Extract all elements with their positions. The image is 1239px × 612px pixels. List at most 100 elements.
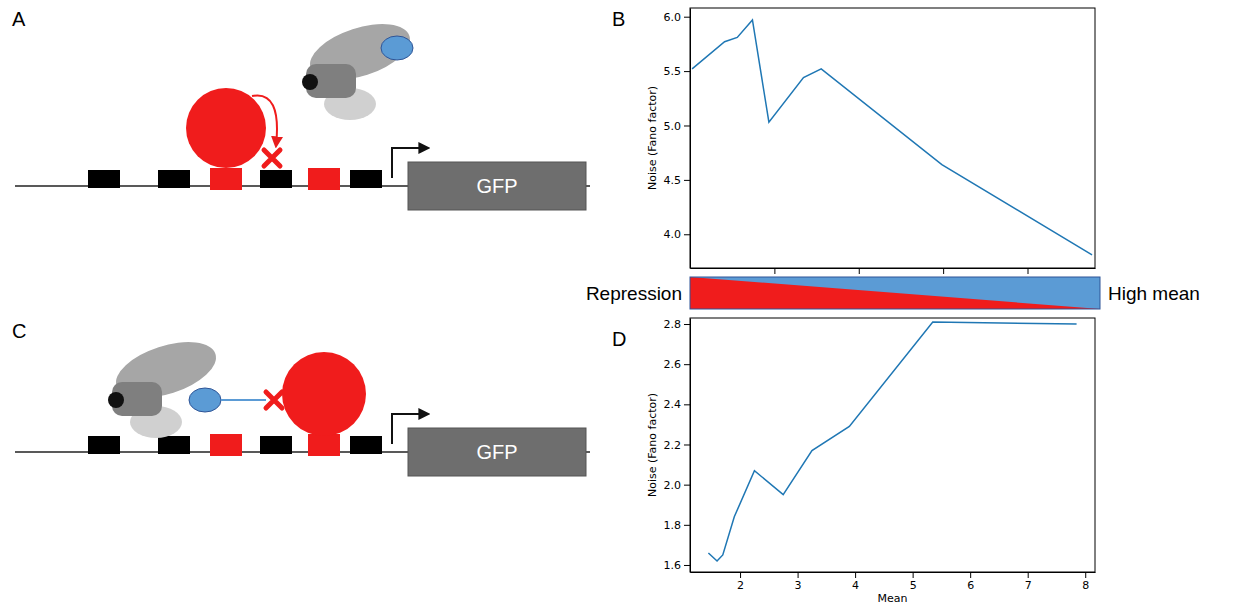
interaction-line <box>221 399 266 401</box>
gene-box <box>408 428 586 476</box>
repression-arrow <box>252 95 277 146</box>
y-tick-label: 2.8 <box>664 318 682 331</box>
y-tick-label: 5.5 <box>664 65 682 78</box>
y-tick: 2.2 <box>664 439 691 452</box>
y-axis: 1.6 1.8 2.0 2.2 2.4 2.6 2.8 <box>664 318 691 572</box>
gradient-bar <box>690 277 1100 309</box>
binding-site <box>88 436 120 454</box>
binding-site <box>350 170 382 188</box>
y-tick: 1.8 <box>664 519 691 532</box>
y-tick-mark <box>684 180 690 181</box>
gene-label: GFP <box>476 441 517 463</box>
x-tick: 2 <box>737 572 744 592</box>
y-tick-label: 2.2 <box>664 439 682 452</box>
gradient-border <box>690 277 1100 309</box>
y-tick-label: 2.0 <box>664 479 682 492</box>
y-tick-mark <box>684 324 690 325</box>
y-tick: 5.5 <box>664 65 691 78</box>
figure: ABCDGFPGFP4.04.55.05.56.0Noise (Fano fac… <box>0 0 1239 612</box>
y-tick-mark <box>684 234 690 235</box>
diagram-a: GFP <box>15 13 590 210</box>
x-tick-mark <box>913 572 914 578</box>
x-tick-label: 3 <box>795 579 802 592</box>
y-axis-title: Noise (Fano factor) <box>646 86 659 190</box>
chart: 2 3 4 5 6 7 8 1.6 1.8 2.0 2.2 2.4 2.6 2.8 Noise (Fano … <box>646 318 1096 605</box>
gradient-repression <box>690 277 1100 309</box>
x-tick-mark <box>855 572 856 578</box>
plot-frame <box>690 8 1095 268</box>
y-tick: 6.0 <box>664 11 691 24</box>
plot-area <box>692 20 1092 255</box>
x-axis-line <box>691 572 1096 573</box>
y-axis-line <box>690 319 691 573</box>
panel-letter: C <box>12 320 26 342</box>
y-tick-label: 4.5 <box>664 174 682 187</box>
x-tick-mark <box>774 268 775 274</box>
y-tick: 2.8 <box>664 318 691 331</box>
chart: 4.0 4.5 5.0 5.5 6.0 Noise (Fano factor) <box>646 8 1096 274</box>
x-tick: 5 <box>910 572 917 592</box>
x-axis <box>691 268 1096 274</box>
repressor-site <box>308 168 340 190</box>
x-tick: 8 <box>1082 572 1089 592</box>
y-tick-mark <box>684 444 690 445</box>
y-tick-label: 1.6 <box>664 559 682 572</box>
x-tick-mark <box>798 572 799 578</box>
x-tick-mark <box>859 268 860 274</box>
x-axis-line <box>691 268 1096 269</box>
repressor <box>282 352 366 436</box>
x-tick: 6 <box>967 572 974 592</box>
binding-site <box>260 436 292 454</box>
binding-site <box>350 436 382 454</box>
x-tick-label: 2 <box>737 579 744 592</box>
x-tick-label: 4 <box>852 579 859 592</box>
panel-letter: B <box>612 8 625 30</box>
activator <box>189 388 221 412</box>
y-tick: 1.6 <box>664 559 691 572</box>
block-cross <box>266 392 282 408</box>
y-axis: 4.0 4.5 5.0 5.5 6.0 <box>664 9 691 269</box>
y-tick: 4.5 <box>664 174 691 187</box>
repressor-site <box>210 434 242 456</box>
polymerase-dot <box>302 74 318 90</box>
y-tick-mark <box>684 17 690 18</box>
data-line <box>692 20 1092 255</box>
x-axis: 2 3 4 5 6 7 8 <box>691 572 1096 592</box>
x-tick <box>859 268 860 274</box>
y-axis-title: Noise (Fano factor) <box>646 393 659 497</box>
binding-site <box>158 170 190 188</box>
plot-area <box>708 322 1076 561</box>
y-tick-label: 4.0 <box>664 228 682 241</box>
x-tick-mark <box>1028 268 1029 274</box>
y-tick-mark <box>684 525 690 526</box>
y-tick-label: 1.8 <box>664 519 682 532</box>
repressor <box>186 88 266 168</box>
y-tick: 2.0 <box>664 479 691 492</box>
y-tick-mark <box>684 565 690 566</box>
y-tick: 2.6 <box>664 358 691 371</box>
binding-site <box>88 170 120 188</box>
y-tick: 5.0 <box>664 120 691 133</box>
data-line <box>708 322 1076 561</box>
y-tick-mark <box>684 364 690 365</box>
x-tick-mark <box>970 572 971 578</box>
polymerase-dot <box>108 392 124 408</box>
y-tick-mark <box>684 404 690 405</box>
y-tick-mark <box>684 485 690 486</box>
binding-site <box>158 436 190 454</box>
x-tick-mark <box>740 572 741 578</box>
x-tick: 7 <box>1025 572 1032 592</box>
repressor-site <box>210 168 242 190</box>
x-tick-mark <box>943 268 944 274</box>
y-tick-label: 2.6 <box>664 358 682 371</box>
x-tick-label: 7 <box>1025 579 1032 592</box>
x-tick-label: 5 <box>910 579 917 592</box>
panel-letter: D <box>612 328 626 350</box>
gene-label: GFP <box>476 175 517 197</box>
y-tick-label: 2.4 <box>664 398 682 411</box>
diagram-c: GFP <box>15 331 590 476</box>
y-tick-mark <box>684 71 690 72</box>
gene-box <box>408 162 586 210</box>
x-tick-mark <box>1085 572 1086 578</box>
x-axis-title: Mean <box>878 592 908 605</box>
